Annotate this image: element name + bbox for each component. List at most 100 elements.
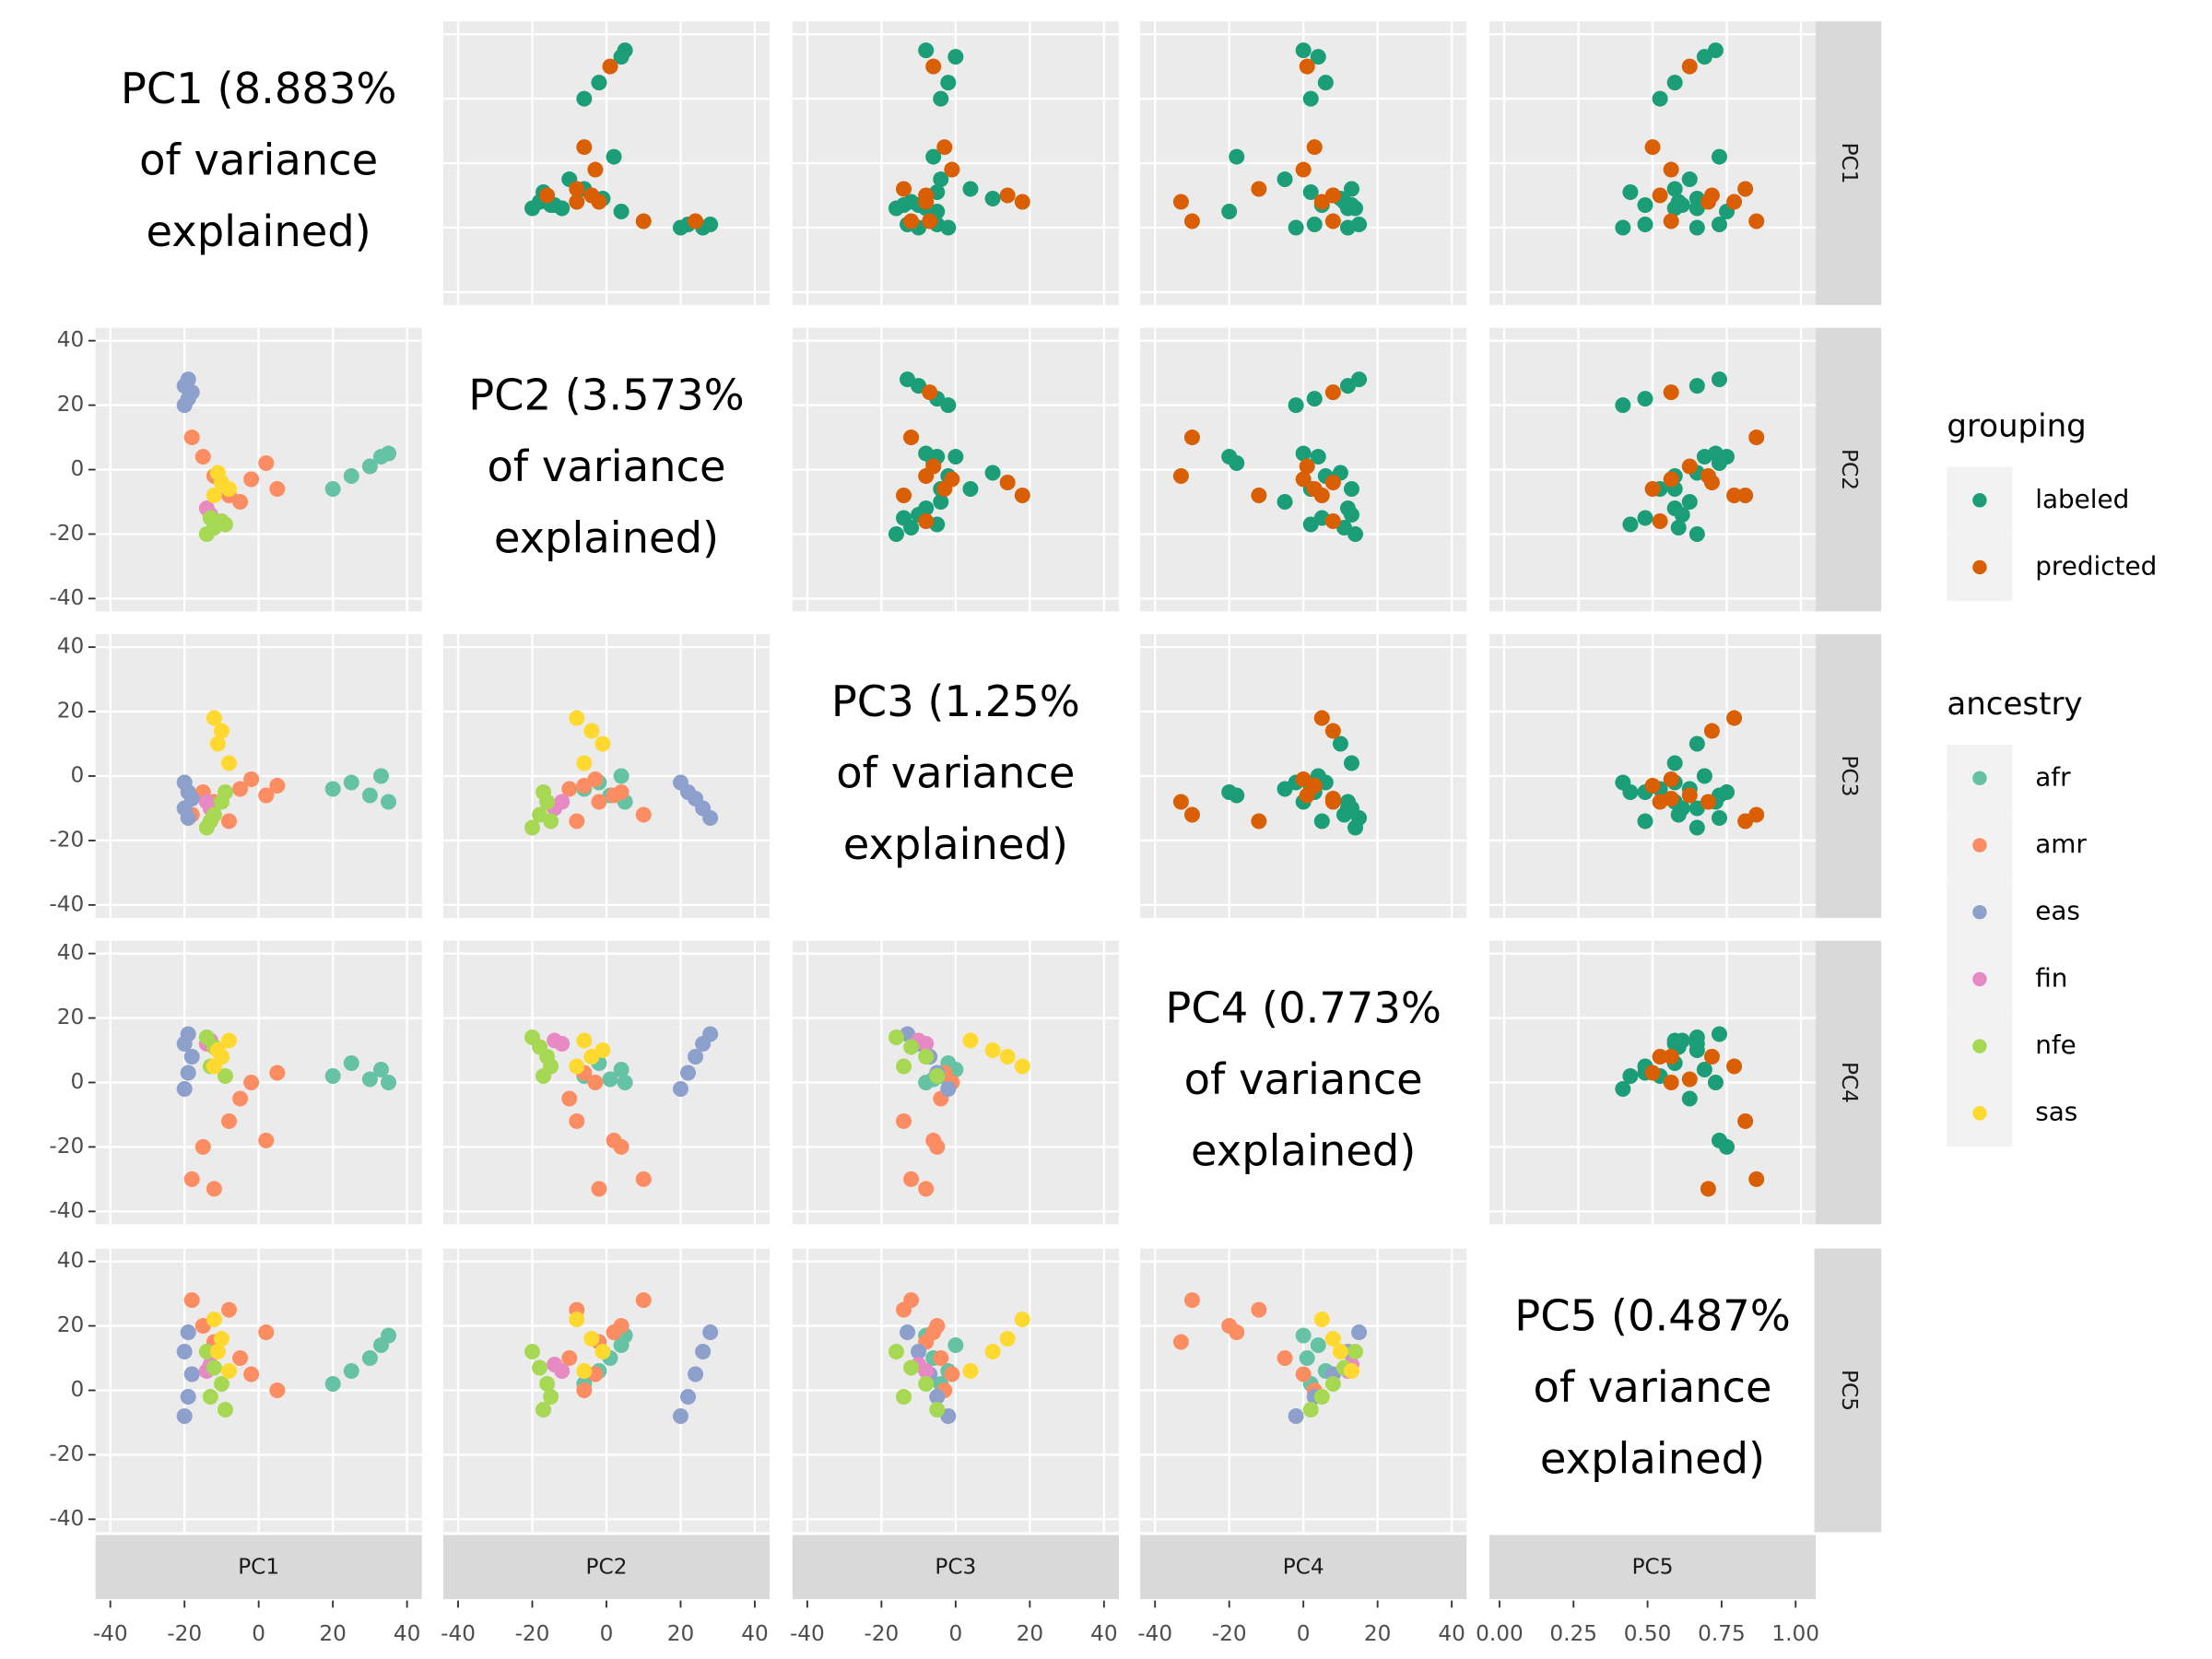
point <box>1324 213 1341 229</box>
legend-marker <box>1972 493 1987 508</box>
point <box>576 1032 593 1049</box>
point <box>1696 768 1712 784</box>
point <box>929 1067 946 1084</box>
point <box>1637 216 1653 233</box>
diagonal-label: explained) <box>1191 1125 1416 1175</box>
point <box>198 1344 215 1360</box>
y-tick-label: 0 <box>70 456 84 481</box>
point <box>269 481 286 498</box>
point <box>635 806 652 823</box>
point <box>1343 481 1359 498</box>
point <box>613 768 629 784</box>
point <box>1681 1071 1698 1088</box>
point <box>1637 813 1653 830</box>
point <box>1332 1344 1348 1360</box>
point <box>1681 458 1698 475</box>
row-strip <box>1814 1248 1882 1533</box>
point <box>1299 787 1315 804</box>
point <box>903 1359 920 1376</box>
point <box>888 1030 904 1046</box>
point <box>944 1366 960 1382</box>
point <box>1615 219 1631 236</box>
point <box>532 1359 548 1376</box>
point <box>613 204 629 220</box>
point <box>1688 525 1705 542</box>
legend-label: sas <box>2035 1097 2077 1127</box>
point <box>1622 184 1639 201</box>
point <box>1295 1327 1312 1344</box>
point <box>1748 213 1765 229</box>
point <box>1288 397 1304 414</box>
point <box>1306 391 1323 407</box>
column-strip <box>792 1535 1119 1600</box>
point <box>1663 471 1679 488</box>
point <box>1324 512 1341 529</box>
point <box>1310 1337 1326 1354</box>
point <box>962 1032 979 1049</box>
row-strip <box>1814 634 1882 918</box>
x-tick-label: 40 <box>741 1621 769 1646</box>
column-strip-label: PC3 <box>935 1555 976 1580</box>
y-tick-label: -40 <box>49 1198 84 1223</box>
point <box>180 1324 196 1341</box>
point <box>606 787 622 804</box>
row-strip-label: PC2 <box>1837 449 1862 490</box>
column-strip <box>442 1535 771 1600</box>
point <box>1652 187 1668 204</box>
point <box>176 1080 193 1097</box>
x-tick-label: 40 <box>1090 1621 1118 1646</box>
point <box>1681 1090 1698 1107</box>
point <box>888 1344 904 1360</box>
point <box>903 429 920 446</box>
point <box>1674 506 1690 523</box>
point <box>936 481 953 498</box>
diagonal-label: of variance <box>1533 1362 1771 1412</box>
x-tick-label: 0.75 <box>1698 1621 1746 1646</box>
point <box>918 42 935 59</box>
point <box>1726 1058 1743 1075</box>
point <box>896 488 912 504</box>
point <box>258 1132 275 1148</box>
point <box>1711 809 1727 826</box>
point <box>209 1344 226 1360</box>
point <box>1299 458 1315 475</box>
point <box>1014 194 1030 210</box>
x-tick-label: 40 <box>1438 1621 1465 1646</box>
y-tick-label: 20 <box>57 699 85 724</box>
legend-label: predicted <box>2035 550 2157 581</box>
point <box>576 90 593 107</box>
point <box>372 768 389 784</box>
point <box>1306 216 1323 233</box>
point <box>1652 90 1668 107</box>
point <box>202 813 218 830</box>
point <box>900 1324 916 1341</box>
point <box>1288 219 1304 236</box>
point <box>213 723 229 739</box>
row-strip-label: PC3 <box>1837 756 1862 797</box>
point <box>925 148 942 165</box>
point <box>206 1181 222 1197</box>
point <box>1324 794 1341 810</box>
point <box>1652 794 1668 810</box>
point <box>258 455 275 472</box>
point <box>232 1350 249 1367</box>
point <box>1295 42 1312 59</box>
point <box>180 809 196 826</box>
point <box>1251 1301 1267 1318</box>
point <box>606 1324 622 1341</box>
point <box>206 1312 222 1328</box>
point <box>1324 187 1341 204</box>
point <box>1221 204 1238 220</box>
point <box>1183 1292 1200 1309</box>
point <box>220 1363 237 1380</box>
point <box>1663 1049 1679 1065</box>
point <box>547 1357 563 1373</box>
point <box>594 1344 611 1360</box>
column-strip-label: PC2 <box>586 1555 628 1580</box>
point <box>1748 1171 1765 1187</box>
point <box>258 787 275 804</box>
point <box>569 813 585 830</box>
point <box>1277 494 1293 511</box>
point <box>361 1350 378 1367</box>
point <box>1324 384 1341 401</box>
